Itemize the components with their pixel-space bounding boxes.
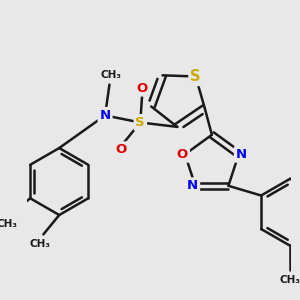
- Text: CH₃: CH₃: [101, 70, 122, 80]
- Text: O: O: [115, 143, 127, 156]
- Text: S: S: [190, 69, 201, 84]
- Text: N: N: [100, 109, 111, 122]
- Text: CH₃: CH₃: [29, 239, 50, 249]
- Text: N: N: [236, 148, 247, 161]
- Text: CH₃: CH₃: [280, 275, 300, 285]
- Text: O: O: [136, 82, 148, 94]
- Text: O: O: [177, 148, 188, 161]
- Text: S: S: [136, 116, 145, 129]
- Text: CH₃: CH₃: [0, 219, 18, 229]
- Text: N: N: [187, 179, 198, 192]
